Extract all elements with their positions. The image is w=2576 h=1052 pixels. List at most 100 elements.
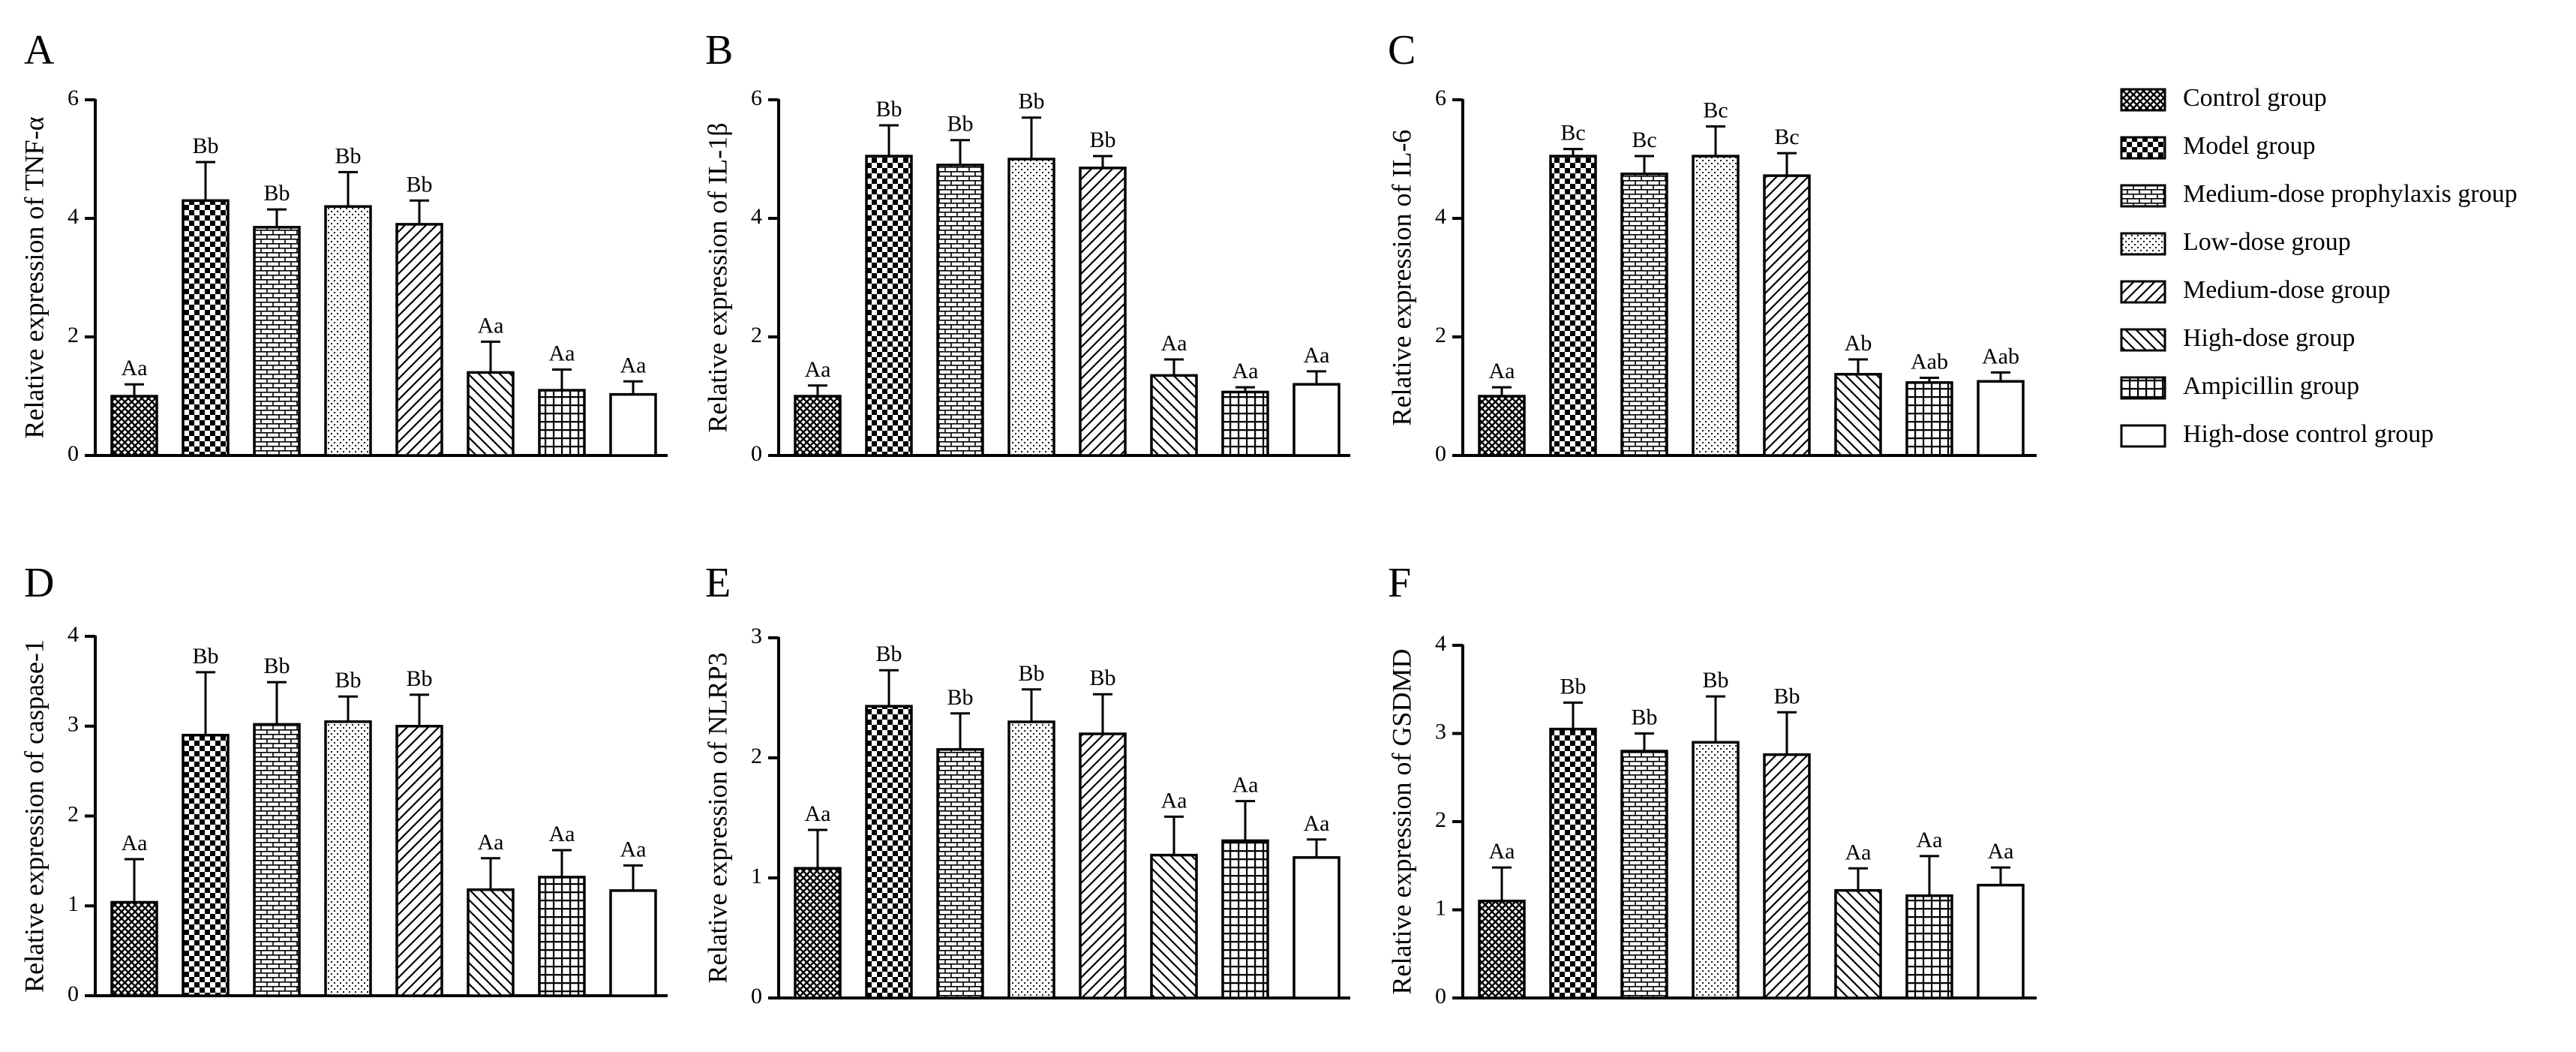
legend-label: Medium-dose group [2183, 276, 2391, 304]
significance-label: Bb [1631, 705, 1657, 730]
y-axis-label: Relative expression of IL-1β [702, 122, 732, 432]
significance-label: Bb [875, 642, 902, 666]
significance-label: Aa [1232, 359, 1259, 383]
legend: Control group Model group Medium-dose prop… [2120, 84, 2517, 448]
bar-8: High-dose control group [1293, 383, 1341, 457]
significance-label: Aa [122, 356, 148, 380]
significance-label: Bb [192, 134, 218, 158]
legend-item: Ampicillin group [2120, 372, 2359, 400]
legend-label: Ampicillin group [2183, 372, 2359, 400]
significance-label: Bb [1089, 666, 1115, 690]
significance-label: Aab [1911, 350, 1948, 374]
bar-6: High-dose group [1834, 373, 1882, 457]
legend-swatch [2120, 88, 2166, 112]
significance-label: Bb [406, 666, 432, 691]
bar-7: Ampicillin group [1905, 894, 1953, 999]
bar-3: Medium-dose prophylaxis group [1620, 750, 1668, 999]
y-axis-label: Relative expression of NLRP3 [702, 653, 732, 984]
bar-6: High-dose group [467, 888, 515, 997]
bar-8: High-dose control group [1977, 883, 2025, 999]
legend-item: Medium-dose group [2120, 276, 2391, 304]
chart-panel-b: B 0 2 4 6 Relative expression of IL-1β Control… [702, 27, 1350, 466]
significance-label: Aa [1232, 773, 1259, 798]
y-tick-label: 0 [68, 981, 79, 1006]
legend-swatch [2120, 136, 2166, 160]
y-axis-label: Relative expression of caspase-1 [19, 639, 49, 993]
y-axis-label: Relative expression of TNF-α [19, 116, 49, 438]
significance-label: Aab [1982, 344, 2019, 368]
bar-3: Medium-dose prophylaxis group [936, 164, 984, 457]
y-tick-label: 1 [1435, 895, 1446, 920]
panel-letter: E [705, 560, 731, 606]
panel-letter: F [1388, 560, 1411, 606]
significance-label: Aa [1304, 343, 1330, 368]
significance-label: Aa [1161, 788, 1187, 813]
legend-label: Low-dose group [2183, 228, 2351, 256]
y-tick-label: 1 [751, 864, 762, 888]
y-tick-label: 2 [68, 801, 79, 826]
significance-label: Bc [1560, 121, 1585, 146]
significance-label: Aa [1489, 839, 1515, 864]
significance-label: Aa [1489, 359, 1515, 383]
significance-label: Bc [1703, 98, 1728, 123]
significance-label: Bc [1632, 128, 1656, 152]
bar-4: Low-dose group [324, 205, 372, 457]
bar-8: High-dose control group [609, 889, 657, 997]
bar-7: Ampicillin group [1221, 390, 1269, 457]
significance-label: Aa [805, 357, 831, 382]
y-tick-label: 2 [68, 323, 79, 347]
bar-6: High-dose group [1834, 888, 1882, 999]
y-tick-label: 3 [1435, 719, 1446, 744]
bar-1: Control group [110, 395, 158, 457]
bar-3: Medium-dose prophylaxis group [253, 226, 301, 457]
bar-5: Medium-dose group [395, 223, 443, 457]
bar-2: Model group [1549, 155, 1597, 457]
significance-label: Aa [620, 837, 647, 861]
significance-label: Aa [549, 822, 575, 846]
bar-4: Low-dose group [1692, 741, 1740, 999]
legend-item: Control group [2120, 84, 2327, 112]
significance-label: Aa [549, 341, 575, 365]
y-tick-label: 3 [751, 624, 762, 648]
bar-8: High-dose control group [609, 392, 657, 457]
panel-letter: A [24, 27, 55, 74]
significance-label: Bb [406, 172, 432, 197]
significance-label: Aa [1304, 811, 1330, 836]
significance-label: Bb [947, 685, 973, 710]
significance-label: Bb [1773, 684, 1800, 708]
bar-4: Low-dose group [1007, 720, 1055, 999]
y-tick-label: 2 [751, 744, 762, 768]
chart-panel-d: D 0 1 2 3 4 Relative expression of caspase-1 Co… [19, 560, 668, 1006]
bar-2: Model group [865, 705, 913, 999]
y-tick-label: 4 [1435, 631, 1446, 656]
bar-4: Low-dose group [324, 720, 372, 997]
significance-label: Aa [1161, 331, 1187, 356]
significance-label: Bb [1560, 674, 1586, 699]
bar-7: Ampicillin group [538, 876, 586, 997]
y-tick-label: 2 [751, 323, 762, 347]
chart-panel-f: F 0 1 2 3 4 Relative expression of GSDMD Contro… [1386, 560, 2037, 1008]
legend-label: High-dose control group [2183, 420, 2433, 448]
significance-label: Aa [805, 801, 831, 826]
y-axis-label: Relative expression of IL-6 [1386, 130, 1416, 426]
significance-label: Bb [875, 97, 902, 122]
bar-3: Medium-dose prophylaxis group [253, 723, 301, 997]
significance-label: Bb [1018, 661, 1044, 686]
panel-letter: D [24, 560, 54, 606]
y-tick-label: 0 [1435, 984, 1446, 1008]
y-tick-label: 1 [68, 891, 79, 916]
legend-item: Low-dose group [2120, 228, 2351, 256]
legend-label: Model group [2183, 132, 2316, 160]
bar-7: Ampicillin group [1221, 839, 1269, 999]
significance-label: Bb [263, 181, 290, 206]
bar-1: Control group [794, 395, 842, 457]
bar-2: Model group [865, 155, 913, 457]
y-axis-label: Relative expression of GSDMD [1386, 649, 1416, 995]
y-tick-label: 4 [1435, 204, 1446, 229]
bar-4: Low-dose group [1007, 158, 1055, 457]
y-tick-label: 2 [1435, 323, 1446, 347]
bar-5: Medium-dose group [395, 725, 443, 997]
significance-label: Aa [478, 830, 504, 855]
significance-label: Ab [1845, 331, 1872, 356]
